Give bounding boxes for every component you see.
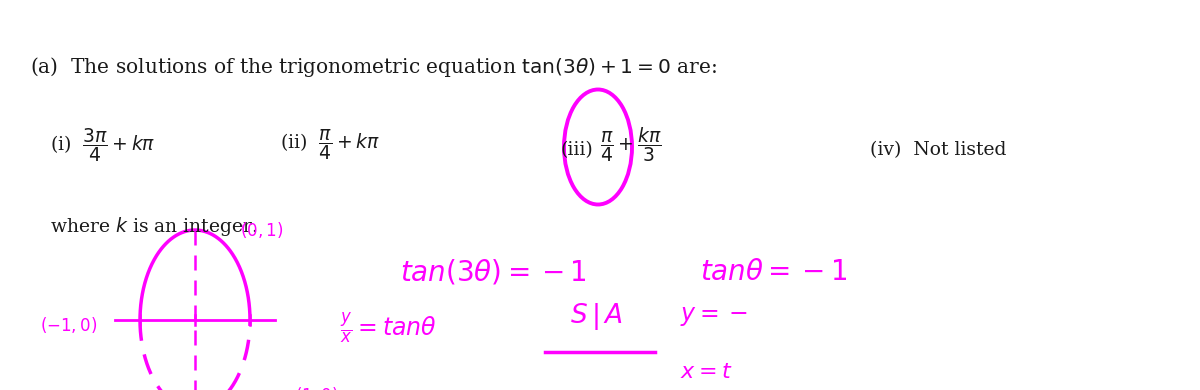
Text: $\frac{y}{x}=tan\theta$: $\frac{y}{x}=tan\theta$ — [340, 310, 437, 346]
Text: (iii): (iii) — [560, 141, 593, 159]
Text: (ii)  $\dfrac{\pi}{4} + k\pi$: (ii) $\dfrac{\pi}{4} + k\pi$ — [280, 128, 380, 162]
Text: $S\,|\,A$: $S\,|\,A$ — [570, 301, 623, 332]
Text: $'$: $'$ — [240, 223, 245, 238]
Text: $(0,1)$: $(0,1)$ — [240, 220, 283, 240]
Text: (i)  $\dfrac{3\pi}{4} + k\pi$: (i) $\dfrac{3\pi}{4} + k\pi$ — [50, 126, 156, 164]
Text: (iv)  Not listed: (iv) Not listed — [870, 141, 1007, 159]
Text: $tan\theta = -1$: $tan\theta = -1$ — [700, 258, 847, 286]
Text: $(1,0)$: $(1,0)$ — [295, 385, 338, 390]
Text: $x=t$: $x=t$ — [680, 362, 732, 382]
Text: $tan(3\theta) = -1$: $tan(3\theta) = -1$ — [400, 258, 587, 287]
Text: (a)  The solutions of the trigonometric equation $\tan(3\theta) + 1 = 0$ are:: (a) The solutions of the trigonometric e… — [30, 55, 716, 79]
Text: $(-1,0)$: $(-1,0)$ — [40, 315, 97, 335]
Text: $\dfrac{\pi}{4} + \dfrac{k\pi}{3}$: $\dfrac{\pi}{4} + \dfrac{k\pi}{3}$ — [600, 126, 661, 165]
Text: where $k$ is an integer.: where $k$ is an integer. — [50, 215, 258, 238]
Text: $y=-$: $y=-$ — [680, 304, 748, 328]
